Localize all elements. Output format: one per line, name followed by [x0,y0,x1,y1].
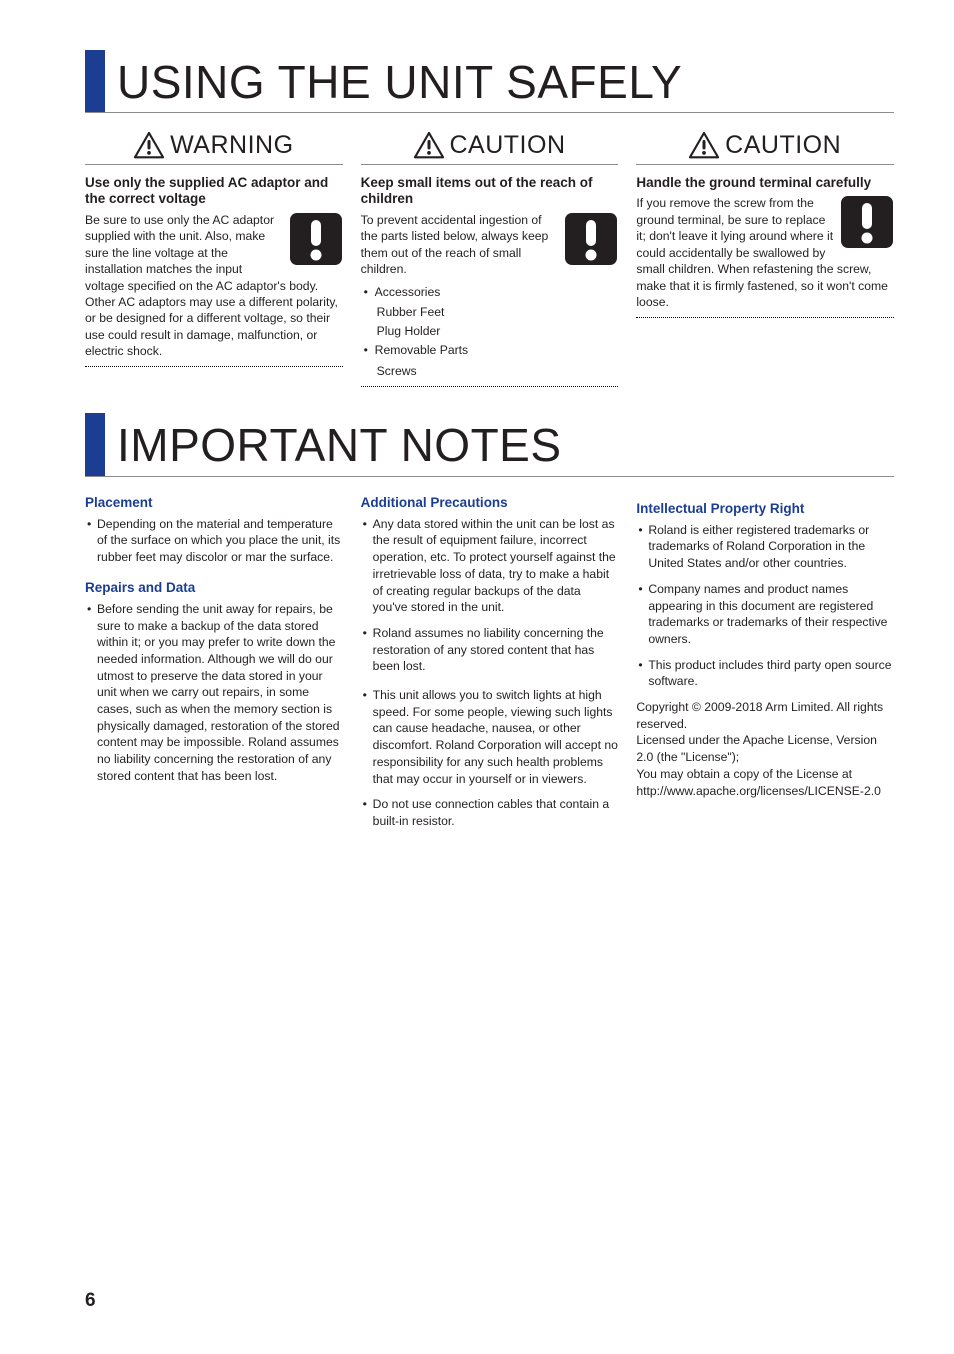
warning-label: WARNING [170,131,293,160]
caution-block-2-heading: Handle the ground terminal carefully [636,175,894,191]
list-item: This unit allows you to switch lights at… [373,687,619,787]
notes-heading-precautions: Additional Precautions [361,495,619,510]
warning-block-heading: Use only the supplied AC adaptor and the… [85,175,343,207]
sub-items: Rubber Feet Plug Holder [375,303,619,341]
list-item: Company names and product names appearin… [648,581,894,648]
precautions-list-2: This unit allows you to switch lights at… [361,687,619,830]
notes-column-2: Additional Precautions Any data stored w… [361,495,619,839]
section-title: IMPORTANT NOTES [117,413,562,475]
list-item: Before sending the unit away for repairs… [97,601,343,785]
repairs-list: Before sending the unit away for repairs… [85,601,343,785]
license-line-1: Licensed under the Apache License, Versi… [636,732,894,765]
caution-block-1: Keep small items out of the reach of chi… [361,175,619,387]
dotted-divider [361,386,619,387]
sub-item: Screws [377,362,619,381]
mandatory-square-icon [289,212,343,266]
section-title: USING THE UNIT SAFELY [117,50,682,112]
sub-item: Rubber Feet [377,303,619,322]
notes-heading-placement: Placement [85,495,343,510]
ip-list: Roland is either registered trademarks o… [636,522,894,690]
warning-block: Use only the supplied AC adaptor and the… [85,175,343,367]
precautions-list-1: Any data stored within the unit can be l… [361,516,619,675]
notes-heading-repairs: Repairs and Data [85,580,343,595]
placement-list: Depending on the material and temperatur… [85,516,343,566]
list-item: Removable Parts Screws [375,342,619,380]
caution-1-wrapped-text: To prevent accidental ingestion of the p… [361,213,549,276]
dotted-divider [636,317,894,318]
caution-block-2: Handle the ground terminal carefully If … [636,175,894,317]
list-item: Any data stored within the unit can be l… [373,516,619,616]
section-title-bar: USING THE UNIT SAFELY [85,50,894,113]
safety-columns: WARNING Use only the supplied AC adaptor… [85,131,894,387]
license-line-2: You may obtain a copy of the License at … [636,766,894,799]
sub-item: Plug Holder [377,322,619,341]
caution-label-1: CAUTION [450,131,566,160]
dotted-divider [85,366,343,367]
title-accent-bar [85,50,105,112]
list-item: Accessories Rubber Feet Plug Holder [375,284,619,341]
caution-triangle-icon [689,132,719,159]
small-items-list: Accessories Rubber Feet Plug Holder Remo… [361,284,619,381]
caution-2-after-text: children. When refastening the screw, ma… [636,262,888,309]
caution-header-2: CAUTION [636,131,894,165]
section-important-notes: IMPORTANT NOTES Placement Depending on t… [85,413,894,838]
section-title-bar: IMPORTANT NOTES [85,413,894,476]
notes-column-3: Intellectual Property Right Roland is ei… [636,495,894,839]
caution-label-2: CAUTION [725,131,841,160]
caution-block-1-heading: Keep small items out of the reach of chi… [361,175,619,207]
warning-header: WARNING [85,131,343,165]
mandatory-square-icon [564,212,618,266]
notes-column-1: Placement Depending on the material and … [85,495,343,839]
mandatory-square-icon [840,195,894,249]
list-item: This product includes third party open s… [648,657,894,690]
bullet-label: Removable Parts [375,343,468,357]
notes-heading-ip: Intellectual Property Right [636,501,894,516]
list-item: Depending on the material and temperatur… [97,516,343,566]
warning-block-body: Be sure to use only the AC adaptor suppl… [85,212,343,360]
list-item: Roland is either registered trademarks o… [648,522,894,572]
sub-items: Screws [375,362,619,381]
caution-column-1: CAUTION Keep small items out of the reac… [361,131,619,387]
page-number: 6 [85,1290,96,1312]
warning-column: WARNING Use only the supplied AC adaptor… [85,131,343,387]
list-item: Roland assumes no liability concerning t… [373,625,619,675]
section-using-unit-safely: USING THE UNIT SAFELY WARNING Use only t… [85,50,894,387]
list-item: Do not use connection cables that contai… [373,796,619,829]
title-accent-bar [85,413,105,475]
caution-block-2-body: If you remove the screw from the ground … [636,195,894,310]
caution-column-2: CAUTION Handle the ground terminal caref… [636,131,894,387]
caution-header-1: CAUTION [361,131,619,165]
notes-columns: Placement Depending on the material and … [85,495,894,839]
warning-triangle-icon [134,132,164,159]
bullet-label: Accessories [375,285,441,299]
caution-block-1-body: To prevent accidental ingestion of the p… [361,212,619,278]
caution-triangle-icon [414,132,444,159]
copyright-line: Copyright © 2009-2018 Arm Limited. All r… [636,699,894,732]
